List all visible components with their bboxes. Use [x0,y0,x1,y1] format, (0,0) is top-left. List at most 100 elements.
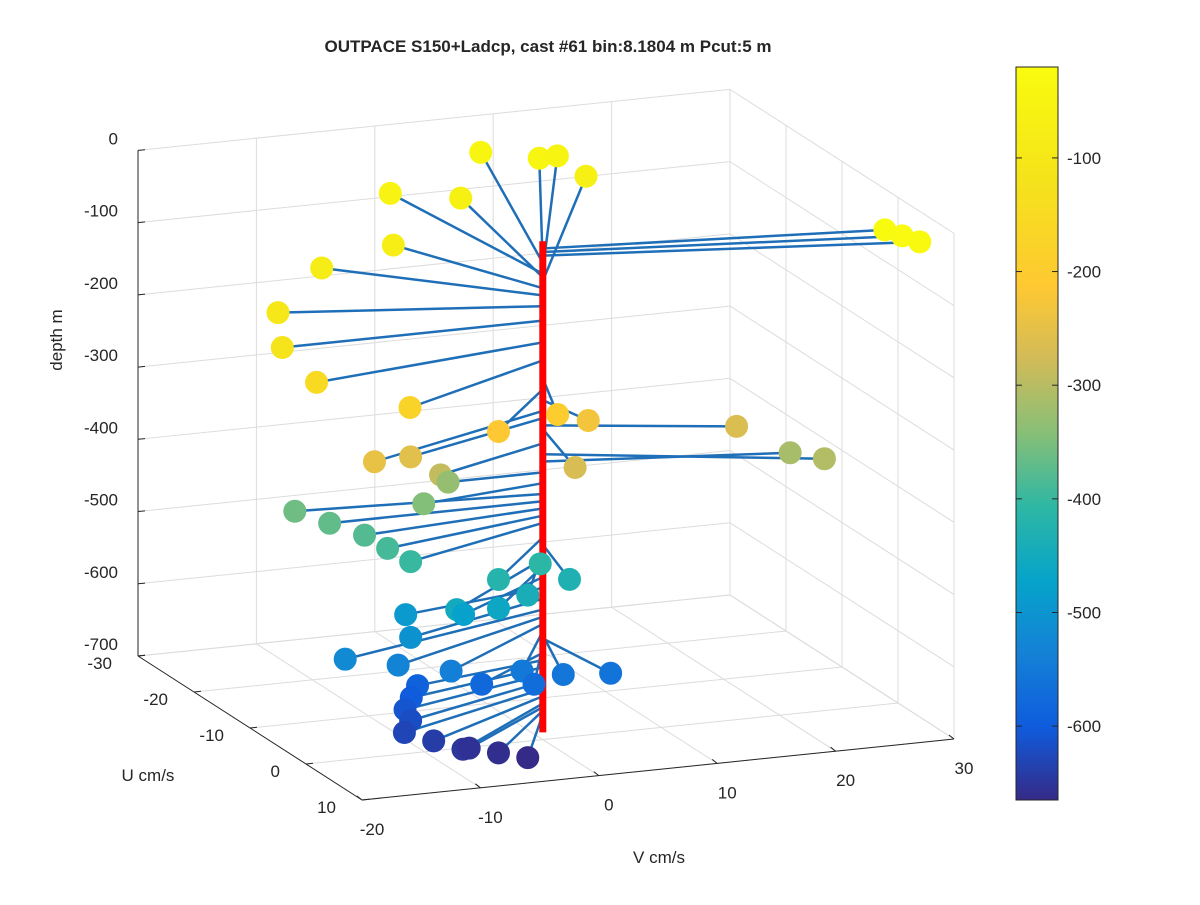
u-tick-mark [249,726,258,729]
data-point [412,492,436,516]
data-point [576,408,600,432]
z-tick-mark [137,365,146,368]
data-point [469,140,493,164]
points [266,140,932,770]
stem-line [277,304,543,314]
data-point [908,230,932,254]
v-tick-mark [830,746,836,752]
stem-line [468,706,544,750]
data-point [318,511,342,535]
z-tick-label: -100 [84,202,118,221]
data-point [558,567,582,591]
data-point [516,583,540,607]
data-point [486,419,510,443]
stem-line [479,151,544,264]
grid-line [729,305,955,451]
grid-line [729,522,955,668]
z-axis-label: depth m [47,309,66,370]
stem-line [387,514,544,550]
u-tick-label: -30 [87,654,112,673]
stem-line [410,597,544,639]
stem-line [450,622,544,673]
z-tick-label: -700 [84,635,118,654]
colorbar-tick-label: -300 [1067,376,1101,395]
data-point [457,736,481,760]
colorbar: -100 -200 -300 -400 -500 -600 [1015,66,1101,801]
data-point [599,661,623,685]
u-tick-mark [305,762,314,765]
data-point [551,663,575,687]
data-point [522,672,546,696]
stem-line [410,680,544,722]
stem-line [542,228,885,250]
u-axis-label: U cm/s [122,766,175,785]
data-point [486,568,510,592]
grid-line [137,161,731,224]
data-point [333,647,357,671]
u-tick-label: -20 [143,690,168,709]
v-axis-label: V cm/s [633,848,685,867]
v-tick-label: 10 [718,783,737,802]
v-tick-mark [948,734,955,740]
z-tick-label: -400 [84,418,118,437]
v-tick-label: 20 [836,771,855,790]
u-tick-mark [137,654,146,657]
data-point [545,144,569,168]
data-point [399,625,423,649]
z-tick-mark [137,293,146,296]
data-point [439,659,463,683]
stem-line [282,319,543,349]
stem-line [433,695,544,743]
colorbar-tick-label: -600 [1067,717,1101,736]
stem-line [440,442,544,477]
data-point [305,370,329,394]
z-tick-label: -600 [84,563,118,582]
data-point [399,445,423,469]
z-tick-label: 0 [109,129,118,148]
data-point [394,603,418,627]
data-point [310,256,334,280]
u-tick-mark [193,690,202,693]
u-tick-mark [361,798,370,801]
grid-line [729,88,955,234]
data-point [378,181,402,205]
u-tick-label: 10 [317,798,336,817]
colorbar-tick-label: -500 [1067,603,1101,622]
data-point [470,672,494,696]
z-tick-label: -200 [84,274,118,293]
z-tick-mark [137,582,146,585]
data-point [386,653,410,677]
u-tick-label: 0 [271,762,280,781]
stem-line [397,615,544,667]
data-point [452,602,476,626]
grid-line [193,630,787,693]
stem-line [410,521,544,563]
z-tick-mark [137,221,146,224]
data-point [778,441,802,465]
stem-line [542,234,903,254]
v-tick-mark [593,771,600,776]
data-point [812,447,836,471]
data-point [436,470,460,494]
box-edge [729,594,955,740]
data-point [381,233,405,257]
stem-line [410,416,544,459]
data-point [528,552,552,576]
data-point [362,450,386,474]
z-tick-label: -300 [84,346,118,365]
data-point [392,721,416,745]
v-tick-label: 0 [604,796,613,815]
data-point [563,455,587,479]
data-point [449,186,473,210]
stem-line [542,637,612,675]
stem-line [542,451,791,463]
grid-line [137,594,731,657]
stem-line [542,240,920,257]
v-axis-line [361,738,955,801]
colorbar-tick-label: -400 [1067,490,1101,509]
grid-line [305,702,899,765]
stem-line [409,359,544,409]
grid-line [729,233,955,379]
